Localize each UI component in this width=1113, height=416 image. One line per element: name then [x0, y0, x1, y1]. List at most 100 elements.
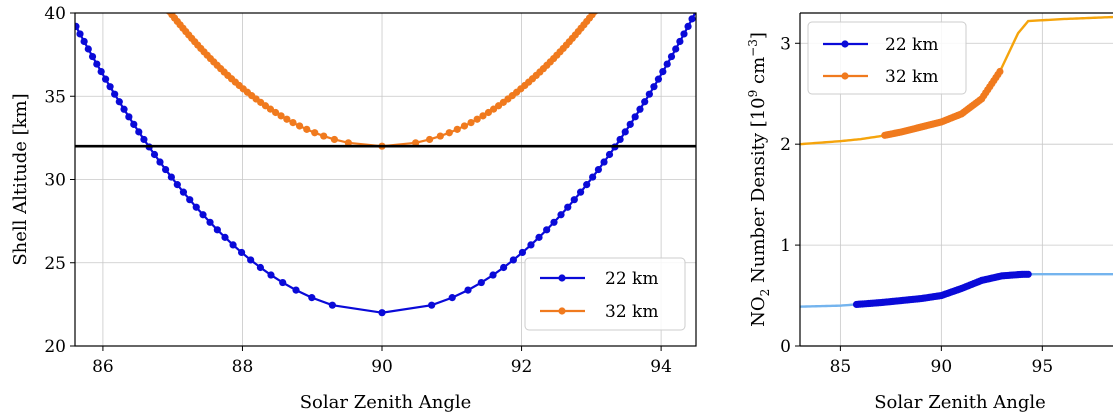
data-point	[680, 30, 688, 38]
data-point	[518, 248, 527, 257]
data-point	[186, 196, 194, 204]
data-point	[247, 256, 255, 264]
data-point	[1024, 270, 1032, 278]
data-point	[266, 105, 275, 113]
data-point	[162, 165, 170, 174]
data-point	[631, 113, 639, 121]
data-point	[111, 90, 119, 98]
data-point	[330, 135, 339, 144]
data-point	[428, 301, 436, 309]
data-point	[425, 135, 434, 144]
legend-label: 32 km	[605, 302, 658, 322]
legend-label: 22 km	[885, 35, 938, 55]
data-point	[80, 37, 88, 46]
data-point	[192, 203, 200, 211]
data-point	[659, 68, 667, 76]
data-point	[467, 118, 475, 127]
data-point	[320, 132, 328, 140]
data-point	[378, 309, 386, 317]
data-point	[279, 278, 287, 287]
data-point	[663, 60, 671, 68]
data-point	[125, 113, 133, 121]
data-point	[616, 135, 624, 144]
data-point	[173, 181, 181, 189]
data-point	[120, 105, 128, 113]
data-point	[589, 173, 597, 181]
y-axis-label: Shell Altitude [km]	[10, 93, 31, 265]
data-point	[564, 203, 572, 211]
data-point	[436, 132, 444, 140]
data-point	[453, 125, 461, 133]
data-point	[101, 75, 110, 83]
x-axis-label: Solar Zenith Angle	[874, 392, 1046, 413]
data-point	[641, 98, 649, 106]
data-point	[445, 129, 453, 137]
y-tick-label: 30	[44, 171, 66, 191]
data-point	[509, 256, 517, 264]
data-point	[97, 68, 105, 76]
data-point	[156, 158, 164, 166]
data-point	[583, 181, 591, 189]
data-point	[448, 294, 456, 302]
y-tick-label: 3	[780, 34, 791, 54]
legend-label: 22 km	[605, 269, 658, 289]
data-point	[328, 301, 336, 309]
x-tick-label: 88	[232, 357, 254, 377]
data-point	[479, 112, 487, 120]
legend-marker	[558, 274, 566, 282]
data-point	[256, 263, 265, 272]
data-point	[221, 233, 229, 241]
data-point	[311, 129, 319, 137]
data-point	[277, 112, 285, 120]
data-point	[179, 188, 188, 196]
data-point	[600, 158, 608, 166]
data-point	[594, 165, 603, 174]
data-point	[130, 120, 138, 128]
data-point	[412, 139, 420, 147]
data-point	[84, 45, 92, 53]
data-point	[206, 218, 214, 226]
data-point	[535, 233, 543, 241]
data-point	[636, 105, 644, 113]
data-point	[289, 118, 297, 127]
legend-marker	[841, 40, 849, 48]
data-point	[477, 278, 485, 287]
y-axis-label: NO2 Number Density [109 cm−3]	[746, 32, 772, 327]
data-point	[213, 226, 221, 234]
data-point	[645, 90, 653, 98]
x-tick-label: 90	[931, 357, 953, 377]
data-point	[543, 226, 551, 234]
data-point	[344, 139, 352, 147]
data-point	[267, 271, 275, 279]
data-point	[115, 98, 123, 106]
data-point	[106, 83, 114, 91]
right-chart: 85 90 95 0 1 2 3 Solar Zenith Angle NO2 Number D…	[746, 12, 1113, 413]
plot-area	[800, 15, 1113, 309]
data-point	[199, 211, 207, 219]
data-point	[308, 294, 316, 302]
x-tick-label: 85	[830, 357, 852, 377]
data-point	[283, 115, 291, 123]
data-point	[75, 22, 80, 31]
data-point	[167, 173, 175, 181]
data-point	[684, 22, 692, 31]
data-point	[550, 218, 558, 226]
y-tick-label: 20	[44, 337, 66, 357]
data-point	[605, 150, 614, 159]
data-point	[557, 211, 565, 219]
y-tick-label: 35	[44, 87, 66, 107]
data-point	[140, 135, 148, 144]
data-point	[626, 120, 634, 128]
data-point	[489, 271, 497, 279]
data-point	[570, 196, 578, 204]
plot-area	[75, 13, 696, 317]
data-point	[667, 52, 676, 61]
legend-marker	[558, 307, 566, 315]
y-tick-label: 40	[44, 4, 66, 24]
left-chart: 86 88 90 92 94 20 25 30 35 40 Solar Zenith Angle Sh…	[10, 4, 697, 413]
legend-marker	[841, 72, 849, 80]
data-point	[292, 286, 300, 294]
data-point	[500, 263, 508, 272]
x-tick-label: 86	[92, 357, 114, 377]
